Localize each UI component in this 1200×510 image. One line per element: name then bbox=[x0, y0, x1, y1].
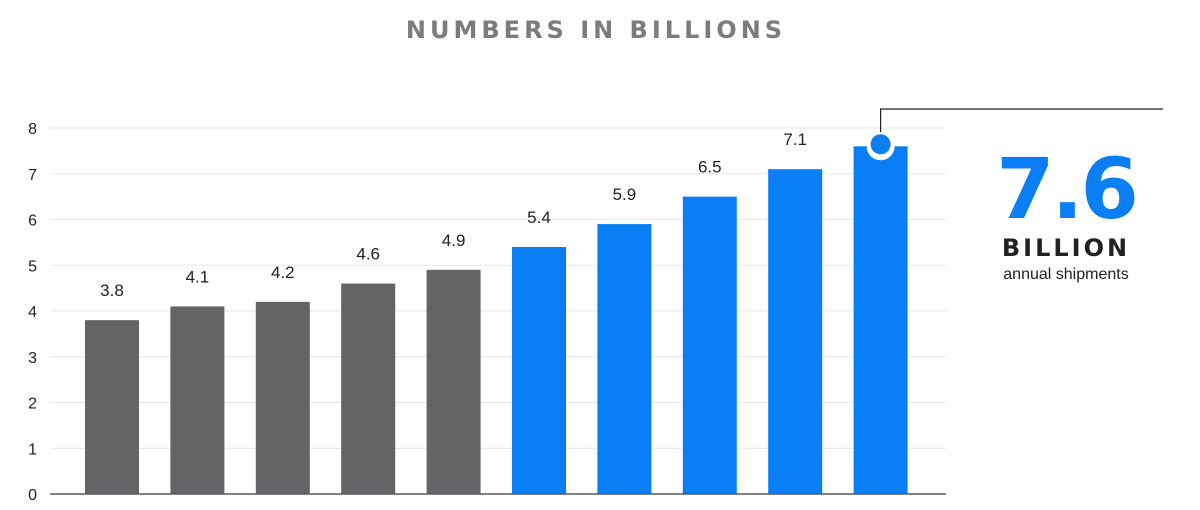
bar bbox=[170, 306, 225, 494]
y-tick-label: 0 bbox=[28, 487, 37, 504]
data-label: 5.4 bbox=[527, 208, 551, 227]
y-tick-label: 4 bbox=[28, 304, 37, 321]
data-label: 4.9 bbox=[442, 231, 466, 250]
y-tick-label: 3 bbox=[28, 350, 37, 367]
y-tick-label: 1 bbox=[28, 441, 37, 458]
bar bbox=[682, 196, 737, 494]
data-label: 4.1 bbox=[186, 267, 210, 286]
callout-leader-line bbox=[879, 108, 1163, 135]
y-tick-label: 5 bbox=[28, 258, 37, 275]
y-tick-label: 8 bbox=[28, 121, 37, 138]
y-axis-ticks: 0 1 2 3 4 5 6 7 8 bbox=[28, 121, 37, 504]
bar bbox=[597, 224, 652, 494]
bar bbox=[255, 301, 310, 494]
highlight-value: 7.6 bbox=[996, 140, 1136, 238]
data-labels: 3.8 4.1 4.2 4.6 4.9 5.4 5.9 6.5 7.1 bbox=[100, 130, 807, 300]
y-tick-label: 7 bbox=[28, 167, 37, 184]
data-label: 3.8 bbox=[100, 281, 124, 300]
y-tick-label: 2 bbox=[28, 396, 37, 413]
highlight-marker-dot bbox=[870, 134, 891, 155]
data-label: 4.2 bbox=[271, 263, 295, 282]
highlight-caption: annual shipments bbox=[1003, 266, 1128, 283]
highlight-callout: 7.6 BILLION annual shipments bbox=[866, 108, 1163, 283]
bar bbox=[853, 146, 908, 495]
data-label: 7.1 bbox=[783, 130, 807, 149]
bar bbox=[341, 283, 396, 494]
data-label: 4.6 bbox=[356, 245, 380, 264]
bar bbox=[768, 169, 823, 495]
bar bbox=[512, 246, 566, 494]
data-label: 6.5 bbox=[698, 158, 722, 177]
bar bbox=[426, 269, 481, 494]
chart-title: NUMBERS IN BILLIONS bbox=[406, 16, 786, 44]
data-label: 5.9 bbox=[613, 185, 637, 204]
y-tick-label: 6 bbox=[28, 213, 37, 230]
bar bbox=[85, 320, 139, 494]
bars bbox=[85, 146, 908, 495]
highlight-unit: BILLION bbox=[1002, 234, 1130, 262]
